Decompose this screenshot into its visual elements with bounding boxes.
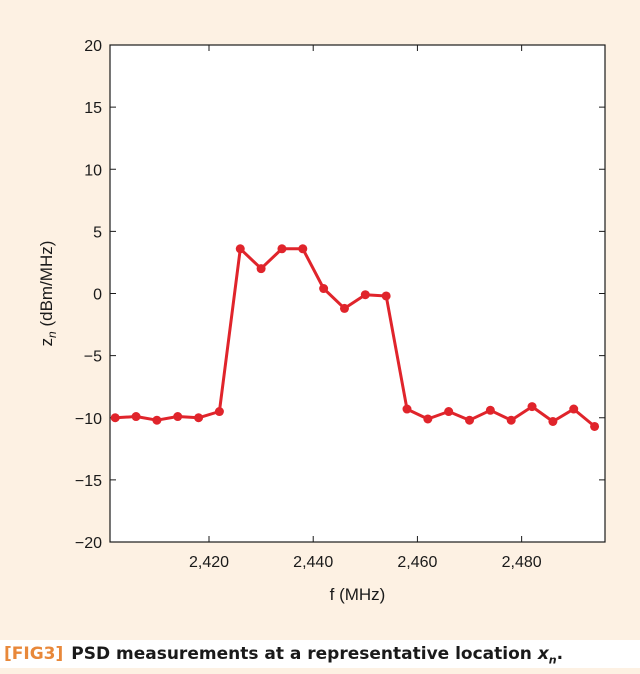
x-tick-label: 2,480 bbox=[502, 554, 542, 571]
y-tick-label: 15 bbox=[84, 100, 102, 117]
plot-area bbox=[109, 44, 606, 543]
data-point bbox=[590, 421, 600, 431]
data-point bbox=[444, 407, 454, 417]
y-axis-label-main: z bbox=[37, 338, 56, 347]
y-tick-label: 10 bbox=[84, 162, 102, 179]
data-point bbox=[173, 412, 183, 422]
data-point bbox=[110, 413, 120, 423]
data-point bbox=[360, 290, 370, 300]
figure-caption: [FIG3] PSD measurements at a representati… bbox=[0, 640, 640, 668]
data-point bbox=[131, 412, 141, 422]
y-tick-label: −15 bbox=[75, 473, 102, 490]
caption-variable: x bbox=[537, 644, 549, 664]
data-point bbox=[465, 415, 475, 425]
y-tick-label: 5 bbox=[93, 224, 102, 241]
data-point bbox=[152, 415, 162, 425]
series-layer bbox=[110, 244, 600, 431]
caption-end: . bbox=[556, 644, 564, 664]
data-point bbox=[548, 416, 558, 426]
data-point bbox=[277, 244, 287, 254]
y-axis-label-sub: n bbox=[45, 331, 59, 338]
x-tick-label: 2,460 bbox=[397, 554, 437, 571]
data-point bbox=[569, 404, 579, 414]
y-axis-label-rest: (dBm/MHz) bbox=[37, 241, 56, 332]
data-point bbox=[402, 404, 412, 414]
y-tick-label: −5 bbox=[84, 349, 102, 366]
caption-subscript: n bbox=[548, 653, 557, 667]
data-point bbox=[527, 402, 537, 412]
data-point bbox=[423, 414, 433, 424]
y-tick-label: 0 bbox=[93, 287, 102, 304]
data-point bbox=[194, 413, 204, 423]
x-axis-label: f (MHz) bbox=[330, 585, 386, 604]
axis-ticks: 20 15 10 5 0 −5 −10 −15 −20 2,420 2,440 2,460 2,480 bbox=[75, 38, 605, 571]
data-point bbox=[485, 405, 495, 415]
data-point bbox=[319, 284, 329, 294]
caption-text: PSD measurements at a representative loc… bbox=[71, 644, 538, 664]
data-point bbox=[235, 244, 245, 254]
data-point bbox=[298, 244, 308, 254]
figure-label: [FIG3] bbox=[4, 644, 64, 664]
x-tick-label: 2,440 bbox=[293, 554, 333, 571]
y-tick-label: 20 bbox=[84, 38, 102, 55]
y-tick-label: −20 bbox=[75, 535, 102, 552]
y-tick-label: −10 bbox=[75, 411, 102, 428]
data-point bbox=[256, 264, 266, 274]
data-point bbox=[381, 291, 391, 301]
x-tick-label: 2,420 bbox=[189, 554, 229, 571]
data-point bbox=[339, 303, 349, 313]
data-point bbox=[214, 407, 224, 417]
data-point bbox=[506, 415, 516, 425]
y-axis-label: zn (dBm/MHz) bbox=[37, 241, 59, 347]
